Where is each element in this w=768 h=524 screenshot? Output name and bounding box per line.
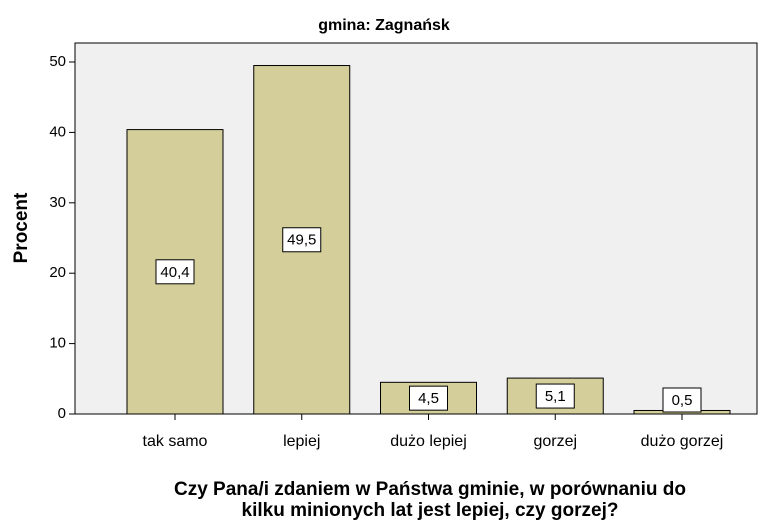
y-tick-label: 0: [58, 405, 66, 422]
y-tick-label: 50: [49, 53, 66, 70]
value-label: 49,5: [287, 232, 316, 249]
y-axis-label: Procent: [11, 192, 32, 263]
value-label-box: [535, 383, 575, 409]
value-label-box: [409, 385, 448, 411]
x-tick-label: tak samo: [143, 433, 208, 450]
value-label: 0,5: [672, 392, 693, 409]
y-tick-label: 30: [49, 194, 66, 211]
chart-title: gmina: Zagnańsk: [318, 17, 450, 34]
x-axis-label: kilku minionych lat jest lepiej, czy gor…: [242, 500, 619, 521]
x-tick-label: lepiej: [283, 433, 320, 450]
value-label-box: [155, 259, 195, 285]
x-tick-label: dużo lepiej: [390, 433, 467, 450]
x-tick-label: gorzej: [533, 433, 577, 450]
value-label: 5,1: [545, 388, 566, 405]
value-label: 4,5: [418, 390, 439, 407]
y-tick-label: 40: [49, 123, 66, 140]
y-tick-label: 20: [49, 264, 66, 281]
value-label-box: [662, 387, 702, 413]
value-label-box: [282, 227, 322, 253]
y-tick-label: 10: [49, 335, 66, 352]
x-axis-label: Czy Pana/i zdaniem w Państwa gminie, w p…: [174, 479, 686, 500]
x-tick-label: dużo gorzej: [641, 433, 724, 450]
value-label: 40,4: [160, 264, 189, 281]
